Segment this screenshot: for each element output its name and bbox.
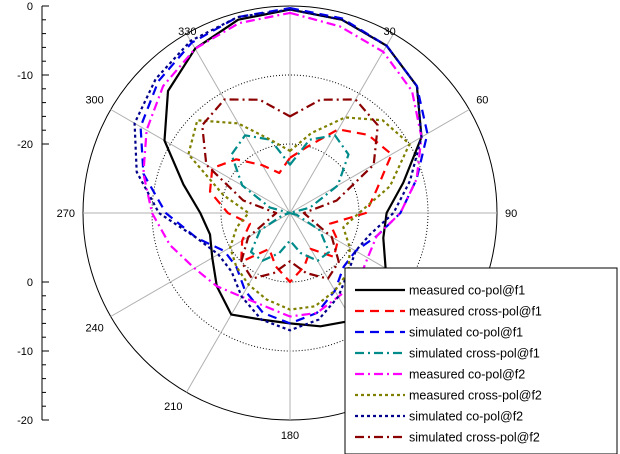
spoke-1 bbox=[289, 33, 394, 214]
legend: measured co-pol@f1 measured cross-pol@f1 s… bbox=[344, 267, 618, 454]
series-line-3 bbox=[230, 134, 350, 262]
legend-label-7: simulated cross-pol@f2 bbox=[409, 431, 540, 445]
legend-label-2: simulated co-pol@f1 bbox=[409, 326, 523, 340]
legend-label-1: measured cross-pol@f1 bbox=[409, 305, 542, 319]
radial-axis: 0 -20 -10 -10 -20 0 bbox=[17, 1, 49, 427]
angle-label-60: 60 bbox=[476, 95, 488, 107]
angle-label-330: 330 bbox=[178, 26, 196, 38]
legend-label-6: simulated co-pol@f2 bbox=[409, 410, 523, 424]
spoke-10 bbox=[110, 109, 291, 214]
spoke-8 bbox=[110, 212, 291, 317]
radial-tick-label-bottom-2: 0 bbox=[27, 277, 33, 289]
spoke-7 bbox=[186, 212, 291, 393]
legend-label-3: simulated cross-pol@f1 bbox=[409, 347, 540, 361]
angle-label-240: 240 bbox=[85, 323, 103, 335]
legend-label-0: measured co-pol@f1 bbox=[409, 284, 525, 298]
spoke-11 bbox=[186, 33, 291, 214]
angle-label-30: 30 bbox=[384, 26, 396, 38]
series-line-7 bbox=[201, 98, 379, 280]
radial-tick-label-top-0: 0 bbox=[27, 1, 33, 13]
series-line-6 bbox=[133, 8, 423, 332]
polar-grid bbox=[82, 5, 498, 421]
radial-tick-label-bottom-0: -20 bbox=[17, 415, 33, 427]
angle-label-300: 300 bbox=[85, 95, 103, 107]
angle-label-210: 210 bbox=[164, 401, 182, 413]
angle-label-90: 90 bbox=[505, 208, 517, 220]
spoke-2 bbox=[289, 109, 470, 214]
angle-label-180: 180 bbox=[281, 430, 299, 442]
series-group bbox=[133, 7, 429, 332]
angle-label-270: 270 bbox=[57, 208, 75, 220]
radial-tick-label-bottom-1: -10 bbox=[17, 346, 33, 358]
series-line-2 bbox=[139, 7, 429, 325]
series-line-5 bbox=[187, 116, 411, 311]
series-line-1 bbox=[208, 128, 393, 284]
legend-label-5: measured cross-pol@f2 bbox=[409, 389, 542, 403]
legend-box bbox=[344, 267, 618, 454]
legend-label-4: measured co-pol@f2 bbox=[409, 368, 525, 382]
radial-tick-label-top-2: -20 bbox=[17, 139, 33, 151]
radial-tick-label-top-1: -10 bbox=[17, 70, 33, 82]
